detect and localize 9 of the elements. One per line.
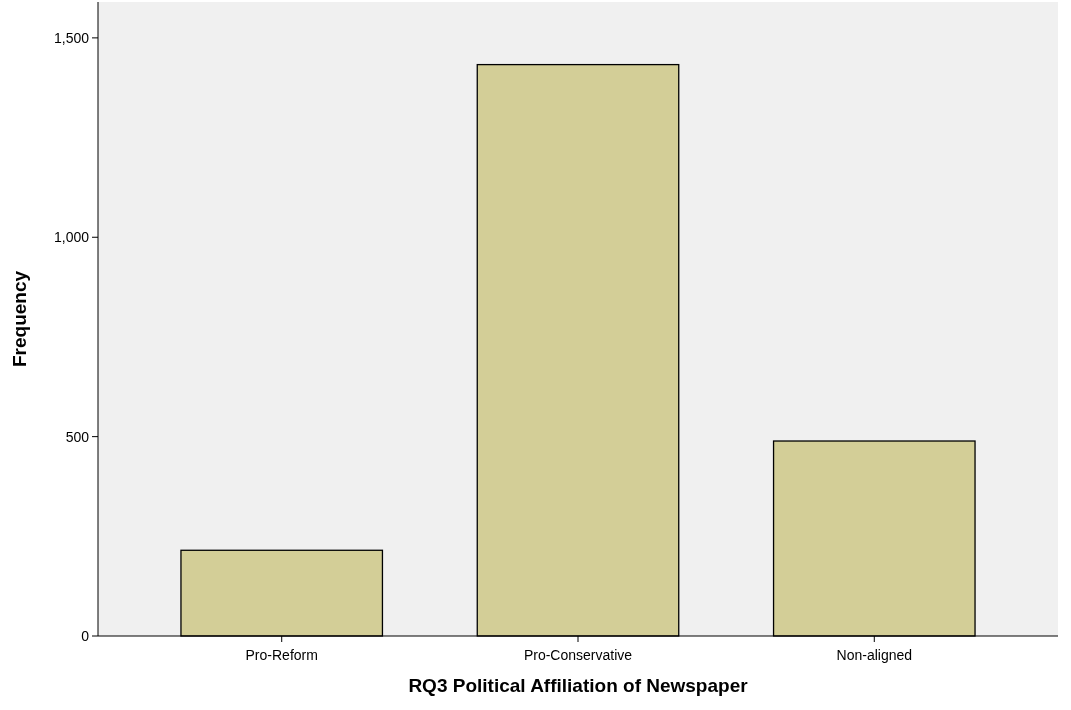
x-tick-label: Non-aligned [836, 647, 913, 663]
x-tick-label: Pro-Conservative [523, 647, 633, 663]
y-tick-label: 1,500 [53, 29, 90, 46]
y-tick-label: 1,000 [53, 229, 90, 246]
y-axis-title: Frequency [9, 270, 30, 368]
x-tick-label: Pro-Reform [245, 647, 318, 663]
y-tick-label: 0 [81, 627, 90, 644]
y-tick-label: 500 [65, 428, 90, 445]
x-axis-title: RQ3 Political Affiliation of Newspaper [408, 675, 749, 696]
